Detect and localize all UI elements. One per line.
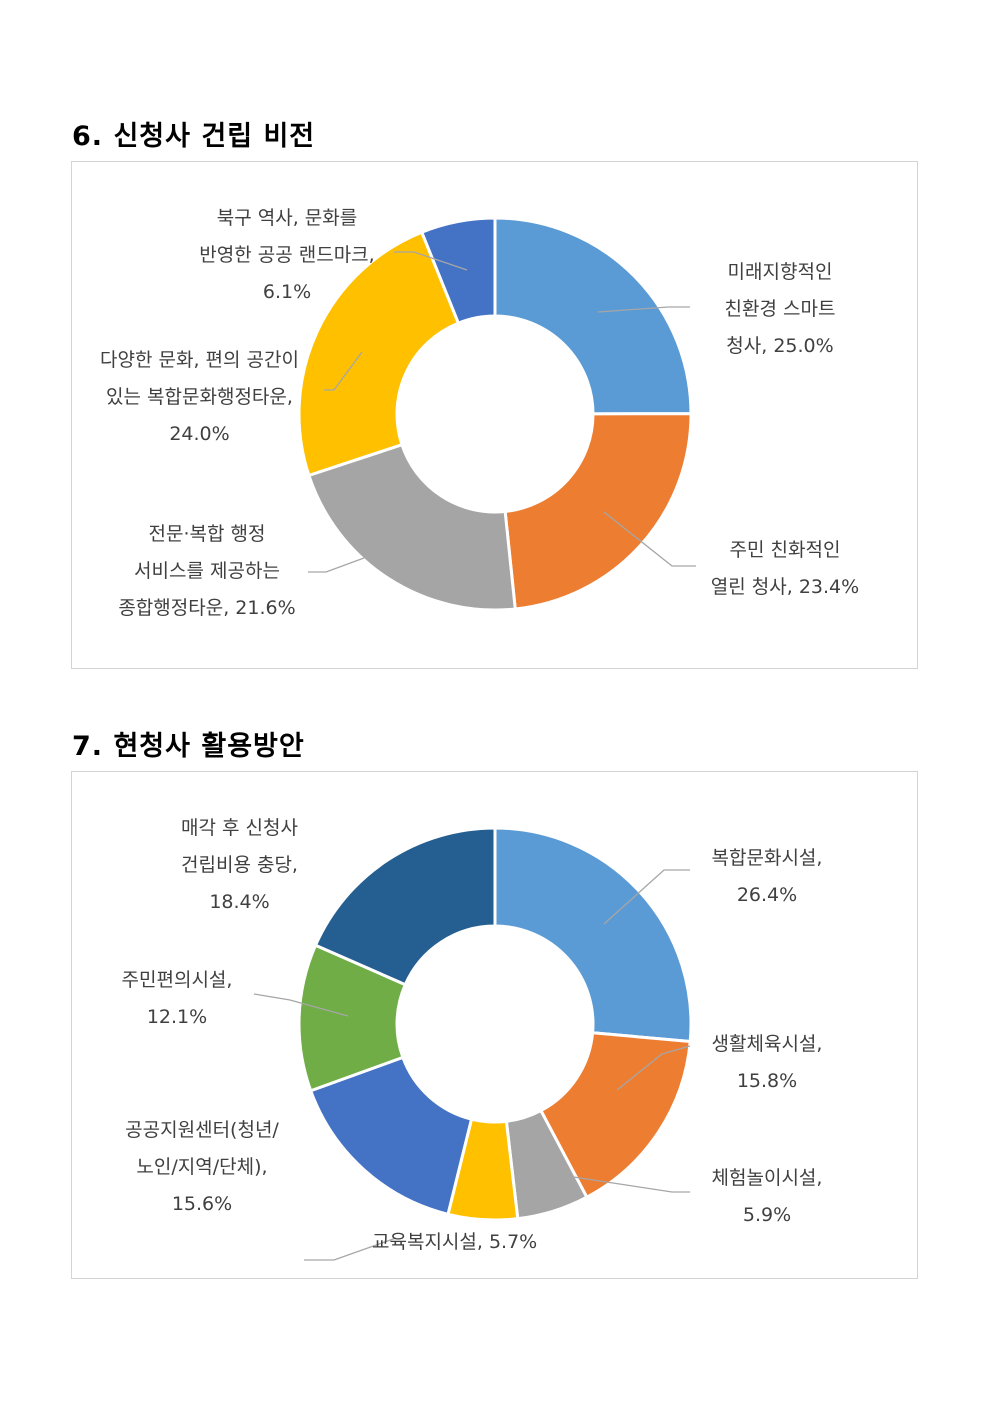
data-label-2-2: 생활체육시설, 15.8% — [687, 1026, 847, 1100]
data-label-line: 15.8% — [736, 1070, 798, 1092]
donut-slice-1-1 — [493, 216, 693, 416]
data-label-2-3: 체험놀이시설, 5.9% — [687, 1160, 847, 1234]
data-label-line: 26.4% — [736, 884, 798, 906]
data-label-line: 친환경 스마트 — [724, 298, 836, 320]
data-label-line: 미래지향적인 — [727, 261, 833, 283]
data-label-2-1: 복합문화시설, 26.4% — [687, 840, 847, 914]
section-title-vision: 6. 신청사 건립 비전 — [72, 121, 316, 152]
donut-slice-1-4 — [297, 230, 461, 478]
donut-svg-vision — [297, 216, 696, 612]
leader-line-2-6 — [253, 993, 349, 1017]
data-label-2-5: 공공지원센터(청년/노인/지역/단체), 15.6% — [102, 1112, 302, 1223]
leader-line-2-3 — [566, 1175, 690, 1193]
data-label-2-6: 주민편의시설, 12.1% — [102, 962, 252, 1036]
leader-line-1-3 — [308, 557, 365, 573]
data-label-line: 북구 역사, 문화를 — [216, 207, 358, 229]
data-label-line: 교육복지시설, 5.7% — [372, 1231, 538, 1253]
leader-line-2-2 — [616, 1045, 691, 1091]
data-label-line: 서비스를 제공하는 — [134, 560, 280, 582]
donut-slice-1-2 — [503, 412, 693, 611]
data-label-line: 매각 후 신청사 — [181, 817, 298, 839]
leader-line-1-1 — [597, 306, 690, 313]
section-title-usage: 7. 현청사 활용방안 — [72, 731, 305, 762]
data-label-line: 5.9% — [742, 1204, 792, 1226]
data-label-line: 24.0% — [169, 423, 230, 445]
data-label-line: 청사, 25.0% — [726, 335, 834, 357]
donut-chart-usage: 복합문화시설, 26.4% 생활체육시설, 15.8% 체험놀이시설, 5.9% 교육복지시… — [71, 771, 918, 1279]
leader-line-2-1 — [603, 869, 690, 925]
data-label-line: 건립비용 충당, — [181, 854, 298, 876]
data-label-line: 생활체육시설, — [711, 1033, 823, 1055]
donut-slice-2-2 — [538, 1031, 692, 1200]
donut-slice-2-1 — [493, 826, 693, 1044]
data-label-line: 체험놀이시설, — [711, 1167, 823, 1189]
data-label-line: 주민 친화적인 — [729, 539, 841, 561]
data-label-line: 복합문화시설, — [711, 847, 823, 869]
donut-slice-1-5 — [419, 216, 497, 326]
data-label-line: 공공지원센터(청년/ — [125, 1119, 279, 1141]
leader-line-2-5 — [304, 1237, 397, 1261]
leader-line-1-5 — [394, 251, 468, 271]
data-label-line: 있는 복합문화행정타운, — [106, 386, 293, 408]
donut-svg-usage — [253, 826, 693, 1261]
data-label-line: 12.1% — [146, 1006, 208, 1028]
leader-line-1-4 — [324, 351, 363, 391]
data-label-line: 열린 청사, 23.4% — [710, 576, 860, 598]
leader-line-1-2 — [603, 511, 696, 567]
donut-slice-2-5 — [308, 1055, 474, 1217]
data-label-line: 반영한 공공 랜드마크, — [199, 244, 375, 266]
data-label-line: 전문·복합 행정 — [148, 523, 266, 545]
data-label-line: 18.4% — [209, 891, 270, 913]
data-label-line: 주민편의시설, — [121, 969, 233, 991]
data-label-line: 종합행정타운, 21.6% — [118, 597, 296, 619]
data-label-line: 다양한 문화, 편의 공간이 — [100, 349, 299, 371]
data-label-line: 노인/지역/단체), — [136, 1156, 268, 1178]
data-label-2-4: 교육복지시설, 5.7% — [372, 1224, 572, 1261]
data-label-line: 15.6% — [171, 1193, 233, 1215]
donut-slice-1-3 — [306, 442, 517, 612]
donut-slice-2-7 — [313, 826, 497, 987]
data-label-line: 6.1% — [262, 281, 312, 303]
